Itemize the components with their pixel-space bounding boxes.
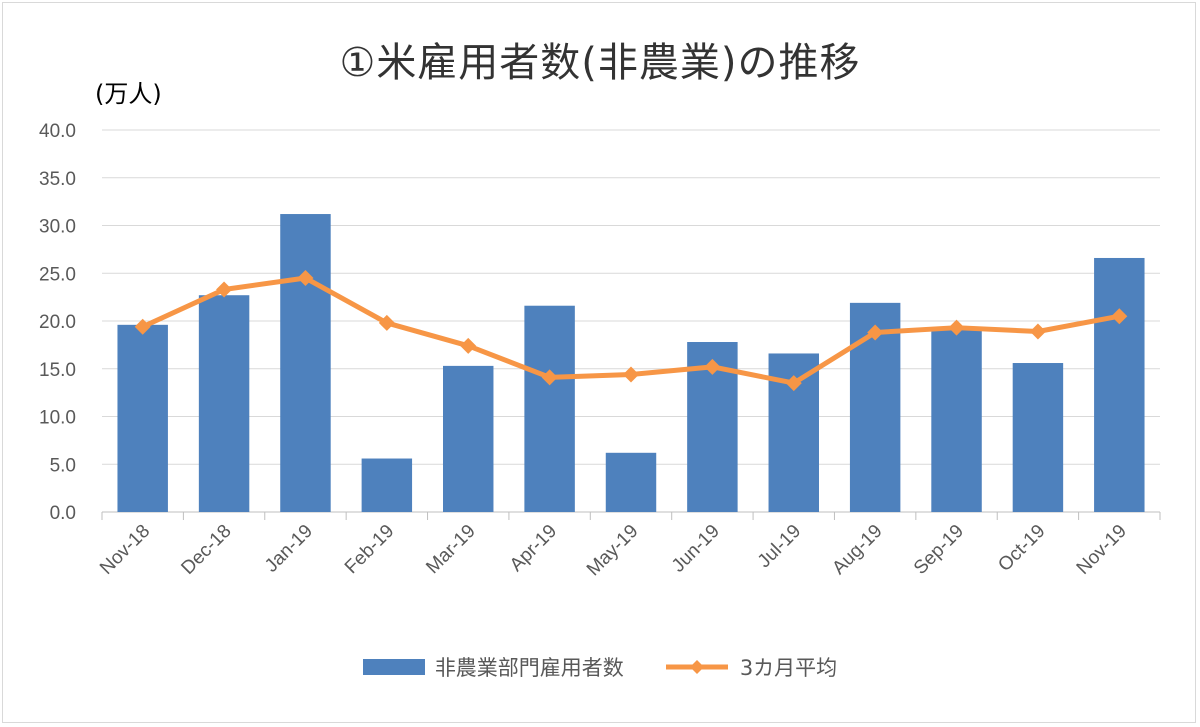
bar [1094, 257, 1145, 512]
legend-item-line: 3カ月平均 [664, 652, 837, 682]
x-tick-label: Jul-19 [754, 521, 805, 572]
line-point-marker [785, 375, 802, 392]
legend-label-bars: 非農業部門雇用者数 [434, 656, 624, 680]
bar [361, 458, 413, 512]
line-point-marker [216, 281, 233, 298]
x-tick-label: Nov-18 [96, 521, 154, 579]
bar [605, 452, 657, 512]
x-tick-label: Sep-19 [910, 521, 968, 579]
y-tick-label: 35.0 [39, 169, 76, 190]
x-tick-label: Jun-19 [668, 521, 724, 577]
bar [280, 214, 331, 513]
x-tick-label: Aug-19 [829, 521, 887, 579]
y-tick-label: 20.0 [39, 312, 76, 333]
line-point-marker [134, 318, 151, 335]
x-tick-label: Apr-19 [506, 521, 561, 576]
line-point-marker [541, 369, 558, 386]
bar [524, 305, 575, 512]
legend-label-line: 3カ月平均 [739, 656, 838, 680]
line-point-marker [297, 270, 314, 287]
legend-item-bars: 非農業部門雇用者数 [362, 652, 624, 682]
x-tick-label: Nov-19 [1073, 521, 1131, 579]
x-tick-label: Mar-19 [422, 521, 479, 578]
y-tick-label: 30.0 [39, 217, 76, 238]
bar [443, 365, 494, 512]
line-point-marker [948, 319, 965, 336]
x-tick-label: Feb-19 [341, 521, 398, 578]
line-point-marker [378, 314, 395, 331]
x-tick-label: May-19 [583, 521, 643, 581]
bar [1012, 363, 1064, 512]
line-point-marker [1111, 308, 1128, 325]
bar [117, 324, 168, 512]
legend-bar-swatch [362, 659, 425, 675]
y-tick-label: 0.0 [50, 503, 76, 524]
bar [198, 295, 250, 512]
x-tick-label: Jan-19 [261, 521, 317, 577]
y-tick-label: 5.0 [50, 455, 76, 476]
y-tick-label: 25.0 [39, 264, 76, 285]
line-point-marker [867, 324, 884, 341]
chart-title: ①米雇用者数(非農業)の推移 [339, 40, 861, 86]
y-tick-label: 40.0 [39, 121, 76, 142]
chart-legend: 非農業部門雇用者数 3カ月平均 [0, 652, 1200, 682]
line-point-marker [1029, 323, 1046, 340]
line-point-marker [704, 358, 721, 375]
x-tick-label: Oct-19 [994, 521, 1049, 576]
legend-line-swatch [665, 660, 728, 674]
y-tick-label: 10.0 [39, 408, 76, 429]
y-tick-label: 15.0 [39, 360, 76, 381]
line-point-marker [460, 337, 477, 354]
y-axis-unit-label: (万人) [95, 80, 162, 108]
line-point-marker [623, 366, 639, 383]
x-tick-label: Dec-18 [177, 521, 235, 579]
bar [931, 327, 982, 512]
